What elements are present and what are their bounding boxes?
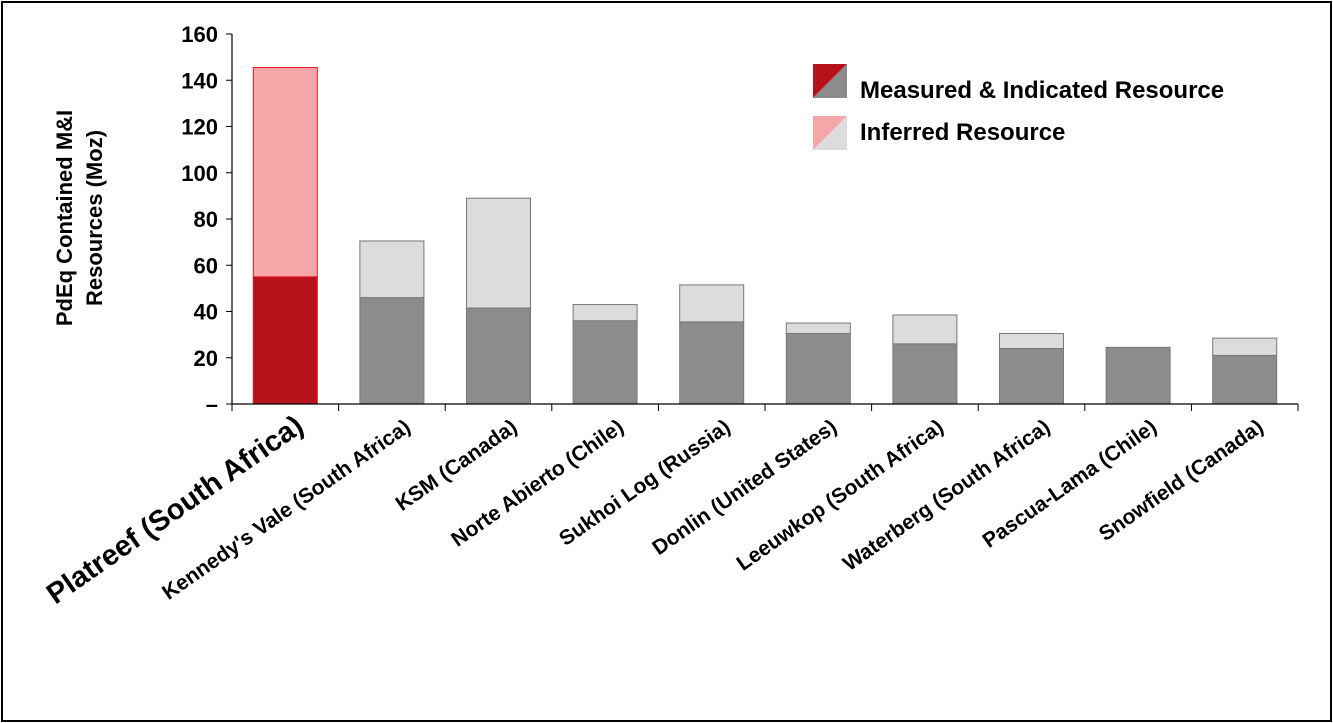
y-axis-label-line-2: Resources (Moz) [82,130,107,306]
bar-measured-indicated [252,276,318,405]
bar-inferred [679,284,745,323]
legend-swatch-inferred-peer [813,116,847,150]
bar-measured-indicated [1212,354,1278,405]
bar-measured-indicated [572,320,638,405]
bar-measured-indicated [892,343,958,405]
y-tick-label: 160 [181,22,218,47]
y-tick-label: – [206,392,218,417]
x-tick-label: Pascua-Lama (Chile) [979,415,1161,552]
x-axis-labels: Platreef (South Africa)Kennedy's Vale (S… [41,410,1268,611]
bar-inferred [252,67,318,278]
bar-inferred [572,304,638,322]
legend-label-inferred: Inferred Resource [860,119,1065,146]
y-tick-label: 80 [194,207,218,232]
bar-measured-indicated [679,321,745,405]
bar-inferred [359,240,425,299]
legend-swatch-measured-peer [813,64,847,98]
axes [231,34,1299,411]
y-tick-label: 100 [181,161,218,186]
bar-inferred [892,314,958,345]
bar-inferred [999,332,1064,349]
legend-item-inferred: Inferred Resource [813,116,1065,150]
bar-measured-indicated [999,348,1064,405]
legend-item-measured: Measured & Indicated Resource [813,64,1224,104]
x-tick-label: Norte Abierto (Chile) [447,415,628,551]
bar-measured-indicated [359,297,425,405]
x-tick-label: Waterberg (South Africa) [839,415,1054,575]
bar-inferred [785,322,851,334]
bar-measured-indicated [466,307,531,405]
y-tick-label: 20 [194,346,218,371]
legend: Measured & Indicated Resource Inferred R… [813,64,1224,150]
x-tick-label: Leeuwkop (South Africa) [733,415,948,575]
x-tick-label: Donlin (United States) [648,415,841,560]
legend-label-measured: Measured & Indicated Resource [860,77,1224,104]
bar-measured-indicated [785,332,851,405]
x-tick-label: Sukhoi Log (Russia) [555,415,734,550]
y-axis-label-line-1: PdEq Contained M&I [52,110,77,326]
y-tick-label: 60 [194,253,218,278]
y-axis-ticks: – 20 40 60 80 100 120 140 160 [181,22,232,417]
y-tick-label: 120 [181,115,218,140]
bar-inferred [466,197,531,309]
y-axis-label: PdEq Contained M&I Resources (Moz) [52,110,107,326]
bars [252,67,1278,405]
bar-measured-indicated [1105,346,1171,405]
y-tick-label: 40 [194,300,218,325]
bar-inferred [1212,337,1278,356]
y-tick-label: 140 [181,68,218,93]
